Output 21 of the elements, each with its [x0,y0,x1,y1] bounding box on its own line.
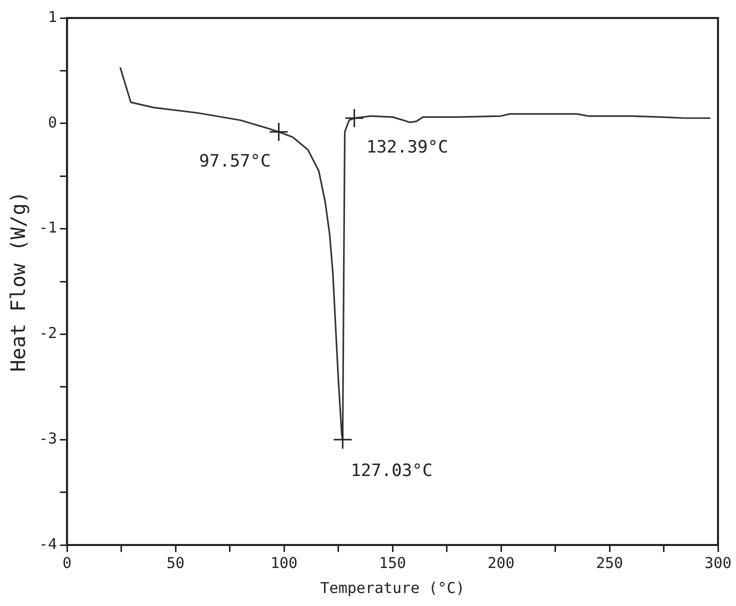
y-tick-label: -4 [39,534,58,553]
x-tick-label: 0 [62,554,72,572]
y-tick-label: -1 [39,218,58,237]
x-tick-label: 300 [704,554,732,572]
point [269,122,289,142]
x-tick-label: 250 [596,554,624,572]
annotation: 127.03°C [350,461,433,482]
y-tick-label: -2 [39,324,58,342]
point [332,430,352,450]
x-tick-label: 150 [378,554,406,572]
x-tick-label: 200 [487,554,515,572]
y-tick-label: -3 [39,429,58,448]
point [344,108,364,128]
y-tick-label: 0 [48,113,58,132]
annotation: 132.39°C [366,138,448,158]
x-tick-label: 100 [270,554,298,572]
annotation: 97.57°C [199,151,271,172]
x-axis-title: Temperature (°C) [320,578,465,597]
x-tick-label: 50 [166,554,185,572]
y-tick-label: 1 [48,8,58,26]
y-axis-title: Heat Flow (W/g) [6,191,30,372]
